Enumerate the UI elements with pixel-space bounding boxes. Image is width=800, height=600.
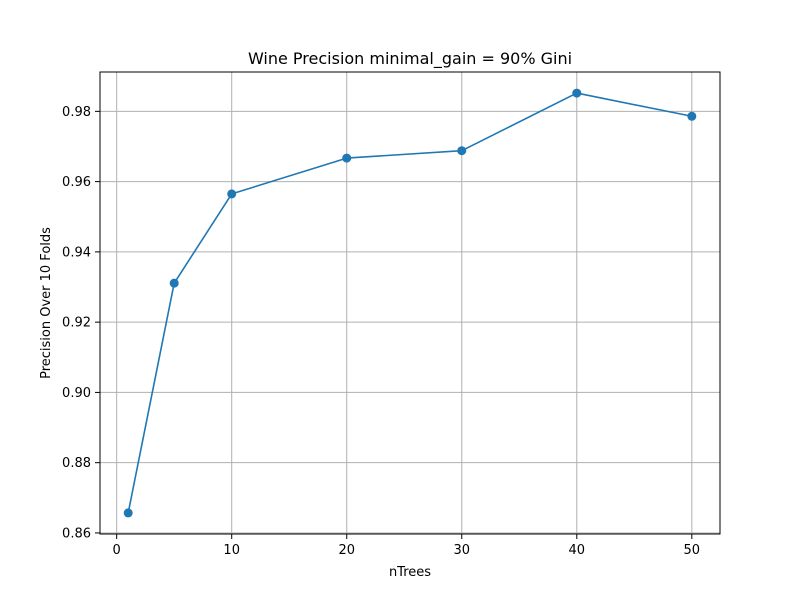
grid-lines [100, 72, 720, 534]
x-tick-label: 10 [223, 543, 240, 558]
plot-frame [99, 71, 721, 535]
series-layer [123, 88, 697, 518]
data-point [123, 508, 133, 518]
y-tick-label: 0.90 [62, 386, 91, 401]
y-tick-label: 0.94 [62, 245, 91, 260]
x-tick-label: 0 [113, 543, 121, 558]
data-point [169, 278, 179, 288]
x-tick-label: 50 [684, 543, 701, 558]
y-tick-label: 0.98 [62, 105, 91, 120]
data-point [687, 111, 697, 121]
x-axis-label: nTrees [389, 565, 431, 580]
y-axis-label: Precision Over 10 Folds [39, 227, 54, 379]
y-tick-label: 0.86 [62, 526, 91, 541]
y-tick-label: 0.88 [62, 456, 91, 471]
chart-title: Wine Precision minimal_gain = 90% Gini [248, 49, 572, 69]
y-tick-label: 0.96 [62, 175, 91, 190]
data-point [572, 88, 582, 98]
axis-ticks: 0 10 20 30 40 50 0.86 0.88 0.90 0.92 0.94 0.96 0.98 [62, 105, 700, 558]
data-point [227, 189, 237, 199]
series-line [127, 92, 692, 514]
x-tick-label: 40 [569, 543, 586, 558]
data-point [457, 146, 467, 156]
y-tick-label: 0.92 [62, 316, 91, 331]
x-tick-label: 30 [453, 543, 470, 558]
data-point [342, 153, 352, 163]
x-tick-label: 20 [338, 543, 355, 558]
